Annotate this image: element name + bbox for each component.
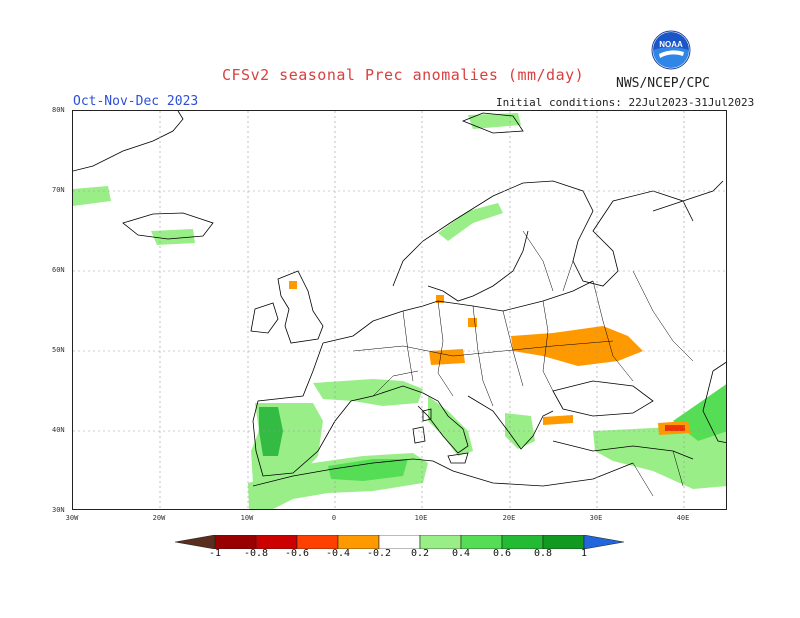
legend-swatch-neutral <box>378 535 421 549</box>
legend-swatch-9 <box>542 535 585 549</box>
forecast-period: Oct-Nov-Dec 2023 <box>73 94 199 109</box>
dry-region-ukraine <box>511 326 643 366</box>
logo-text: NOAA <box>659 40 683 49</box>
legend-label-p02: 0.2 <box>410 548 430 559</box>
legend-swatch-7 <box>460 535 503 549</box>
wet-region-greenland <box>73 186 111 206</box>
legend-swatch-above-max <box>583 535 625 549</box>
lon-label-10w: 10W <box>240 514 254 522</box>
lon-label-10e: 10E <box>414 514 428 522</box>
legend-swatch-4 <box>337 535 380 549</box>
noaa-logo-icon: NOAA <box>651 30 691 70</box>
legend-swatch-below-min <box>175 535 216 549</box>
wet-region-france-alps <box>313 379 423 406</box>
lon-label-30e: 30E <box>589 514 603 522</box>
lat-label-30n: 30N <box>52 506 65 514</box>
wet-region-iceland <box>151 229 195 245</box>
legend-label-m1: -1 <box>208 548 222 559</box>
lat-label-40n: 40N <box>52 426 65 434</box>
legend-swatch-1 <box>214 535 257 549</box>
legend-swatch-2 <box>255 535 298 549</box>
dry-region-turkey <box>543 415 573 425</box>
organization-label: NWS/NCEP/CPC <box>616 76 710 91</box>
color-legend-bar <box>175 535 625 549</box>
initial-conditions: Initial conditions: 22Jul2023-31Jul2023 <box>496 96 755 109</box>
legend-label-p06: 0.6 <box>492 548 512 559</box>
map-grid <box>73 111 726 509</box>
dry-region-germany <box>429 349 465 365</box>
lon-label-30w: 30W <box>65 514 79 522</box>
wet-region-norway <box>438 203 503 241</box>
lon-label-40e: 40E <box>676 514 690 522</box>
dry-region-anatolia-strong <box>665 425 685 431</box>
map-title: CFSv2 seasonal Prec anomalies (mm/day) <box>222 66 585 84</box>
dry-region-poland <box>468 318 477 327</box>
lat-label-60n: 60N <box>52 266 65 274</box>
legend-label-p1: 1 <box>580 548 588 559</box>
legend-label-m02: -0.2 <box>366 548 392 559</box>
lon-label-20w: 20W <box>152 514 166 522</box>
legend-swatch-8 <box>501 535 544 549</box>
lon-label-0: 0 <box>331 514 337 522</box>
lon-label-20e: 20E <box>502 514 516 522</box>
legend-swatch-6 <box>419 535 462 549</box>
dry-region-denmark <box>436 295 444 303</box>
wet-region-svalbard <box>468 113 521 129</box>
country-borders <box>352 230 694 497</box>
anomaly-fill <box>73 113 726 509</box>
wet-region-italy <box>428 396 473 456</box>
lat-label-70n: 70N <box>52 186 65 194</box>
legend-label-p04: 0.4 <box>451 548 471 559</box>
lat-label-50n: 50N <box>52 346 65 354</box>
legend-label-m08: -0.8 <box>243 548 269 559</box>
dry-region-scotland <box>289 281 297 289</box>
wet-region-iberia-dark <box>259 407 283 456</box>
legend-swatch-3 <box>296 535 339 549</box>
lat-label-80n: 80N <box>52 106 65 114</box>
legend-label-p08: 0.8 <box>533 548 553 559</box>
legend-label-m04: -0.4 <box>325 548 351 559</box>
anomaly-map <box>72 110 727 510</box>
wet-region-north-africa-mid <box>328 459 408 481</box>
legend-label-m06: -0.6 <box>284 548 310 559</box>
